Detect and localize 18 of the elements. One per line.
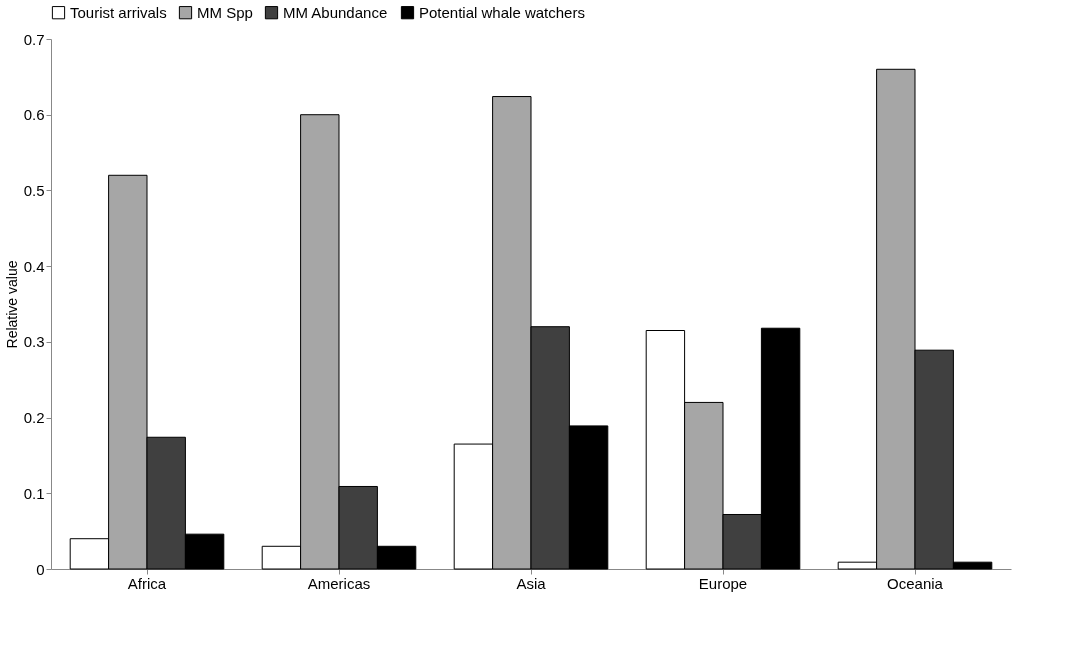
legend-label: Tourist arrivals — [70, 3, 167, 21]
y-tick-label: 0.1 — [23, 484, 45, 502]
y-axis-title: Relative value — [3, 260, 20, 349]
y-tick-label: 0.4 — [23, 257, 45, 275]
y-tick-label: 0.2 — [23, 409, 45, 427]
legend-label: MM Abundance — [283, 3, 388, 21]
y-tick-label: 0.6 — [23, 106, 45, 124]
legend-label: MM Spp — [197, 3, 253, 21]
legend-label: Potential whale watchers — [419, 3, 585, 21]
x-tick-label: Asia — [516, 574, 547, 592]
x-tick-label: Americas — [307, 574, 371, 592]
x-tick-label: Africa — [127, 574, 167, 592]
x-tick-label: Oceania — [887, 574, 944, 592]
y-tick-label: 0 — [36, 560, 45, 578]
x-tick-label: Europe — [698, 574, 748, 592]
y-tick-label: 0.3 — [23, 333, 45, 351]
y-tick-label: 0.5 — [23, 181, 45, 199]
y-tick-label: 0.7 — [23, 30, 45, 48]
